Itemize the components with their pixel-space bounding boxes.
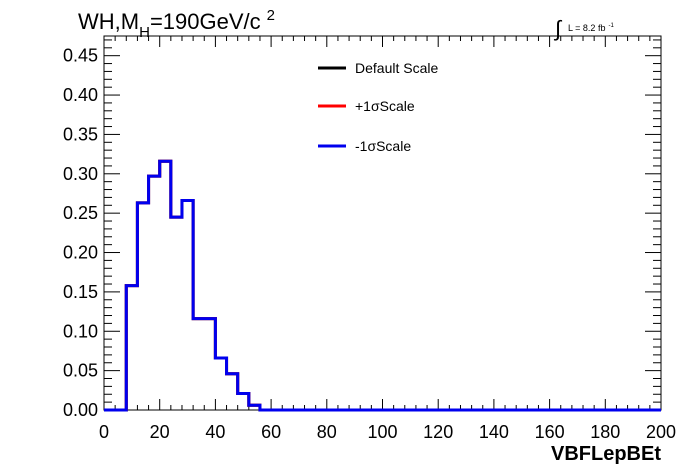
title-middle: =190GeV/c	[150, 9, 261, 34]
lumi-label: L = 8.2 fb -1	[568, 23, 614, 33]
lumi-superscript: -1	[608, 23, 614, 29]
legend: Default Scale +1σScale -1σScale	[318, 60, 438, 154]
lumi-text: L = 8.2 fb	[568, 23, 605, 33]
title-subscript: H	[139, 24, 150, 41]
title-prefix: WH,M	[78, 9, 139, 34]
x-tick-label: 60	[261, 422, 281, 442]
x-tick-label: 160	[535, 422, 565, 442]
y-tick-label: 0.05	[63, 361, 98, 381]
title-superscript: 2	[267, 7, 275, 24]
legend-label-1: +1σScale	[355, 98, 415, 114]
y-tick-label: 0.20	[63, 243, 98, 263]
y-tick-label: 0.25	[63, 203, 98, 223]
x-tick-label: 20	[150, 422, 170, 442]
x-tick-label: 100	[367, 422, 397, 442]
y-tick-label: 0.30	[63, 164, 98, 184]
y-tick-label: 0.40	[63, 85, 98, 105]
series-line-0	[104, 159, 661, 412]
legend-label-2: -1σScale	[355, 138, 411, 154]
lumi-integral: ∫	[553, 16, 563, 41]
y-tick-labels: 0.00 0.05 0.10 0.15 0.20 0.25 0.30 0.35 0.40 0.45	[63, 46, 98, 420]
x-tick-labels: 0 20 40 60 80 100 120 140 160 180 200	[99, 422, 676, 442]
series-line-1	[104, 159, 661, 412]
legend-label-0: Default Scale	[355, 60, 438, 76]
plot-frame	[103, 35, 662, 411]
axis-ticks	[103, 36, 662, 411]
x-tick-label: 40	[205, 422, 225, 442]
x-tick-label: 180	[590, 422, 620, 442]
series-line-2	[104, 159, 661, 412]
x-tick-label: 140	[479, 422, 509, 442]
x-tick-label: 120	[423, 422, 453, 442]
y-tick-label: 0.00	[63, 400, 98, 420]
x-tick-label: 0	[99, 422, 109, 442]
y-tick-label: 0.35	[63, 124, 98, 144]
x-tick-label: 200	[646, 422, 676, 442]
histogram-series	[104, 159, 661, 412]
x-tick-label: 80	[317, 422, 337, 442]
y-tick-label: 0.45	[63, 46, 98, 66]
y-tick-label: 0.10	[63, 321, 98, 341]
chart-title: WH,MH=190GeV/c 2	[78, 7, 275, 41]
y-tick-label: 0.15	[63, 282, 98, 302]
x-axis-label: VBFLepBEt	[551, 443, 661, 465]
